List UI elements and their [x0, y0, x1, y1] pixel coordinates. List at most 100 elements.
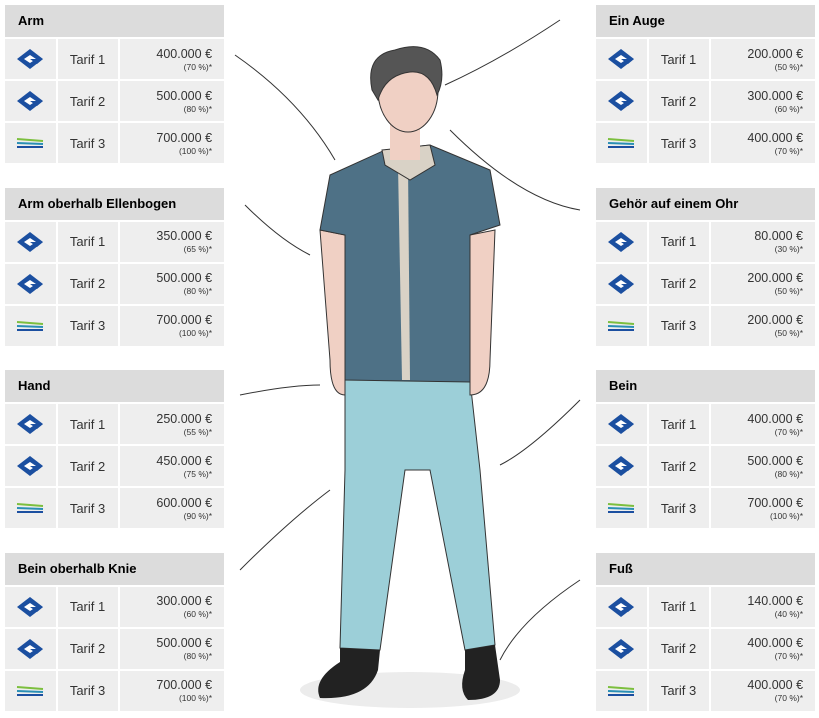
table-title: Hand: [5, 370, 224, 404]
percent: (50 %)*: [774, 61, 804, 72]
percent: (90 %)*: [183, 510, 213, 521]
tarif: Tarif 3: [648, 123, 711, 163]
tarif-logo: [17, 231, 44, 252]
table-row: Tarif 1 140.000 € (40 %)*: [596, 586, 816, 629]
amount-cell: 300.000 € (60 %)*: [119, 586, 225, 627]
table-row: Tarif 2 400.000 € (70 %)*: [596, 628, 816, 671]
amount-cell: 400.000 € (70 %)*: [710, 670, 816, 711]
tarif: Tarif 2: [648, 628, 711, 669]
logo-cell: [596, 586, 649, 627]
amount-cell: 350.000 € (65 %)*: [119, 221, 225, 262]
tarif: Tarif 1: [57, 221, 120, 262]
table-row: Tarif 2 500.000 € (80 %)*: [5, 628, 225, 671]
table-row: Tarif 2 450.000 € (75 %)*: [5, 446, 225, 488]
percent: (60 %)*: [183, 609, 213, 619]
tarif: Tarif 1: [57, 404, 120, 444]
logo-cell: [5, 488, 58, 528]
table-row: Tarif 2 500.000 € (80 %)*: [5, 263, 225, 306]
amount: 600.000 €: [156, 495, 213, 510]
tarif: Tarif 1: [648, 221, 711, 262]
logo-cell: [5, 404, 58, 444]
tarif-logo: [17, 685, 44, 696]
percent: (70 %)*: [774, 651, 804, 661]
amount-cell: 400.000 € (70 %)*: [710, 123, 816, 163]
amount: 250.000 €: [156, 411, 213, 426]
amount-cell: 700.000 € (100 %)*: [119, 305, 225, 346]
logo-cell: [5, 586, 58, 627]
tarif-logo: [608, 596, 635, 617]
amount: 500.000 €: [747, 453, 804, 468]
percent: (70 %)*: [774, 693, 804, 703]
amount-cell: 500.000 € (80 %)*: [119, 628, 225, 669]
tarif-logo: [608, 414, 635, 434]
table: Ein Auge Tarif 1 200.000 € (50 %)* Tarif 2 30…: [596, 5, 816, 165]
amount: 700.000 €: [156, 678, 213, 692]
amount-cell: 200.000 € (50 %)*: [710, 305, 816, 346]
amount: 300.000 €: [747, 88, 804, 103]
logo-cell: [596, 628, 649, 669]
tarif-logo: [608, 138, 635, 148]
tarif-logo: [608, 91, 635, 111]
amount-cell: 400.000 € (70 %)*: [710, 404, 816, 444]
percent: (80 %)*: [183, 286, 213, 296]
amount: 500.000 €: [156, 636, 213, 650]
tarif-logo: [17, 456, 44, 476]
amount-cell: 700.000 € (100 %)*: [119, 670, 225, 711]
table-row: Tarif 1 80.000 € (30 %)*: [596, 221, 816, 264]
amount: 140.000 €: [747, 594, 804, 608]
amount-cell: 500.000 € (80 %)*: [119, 81, 225, 121]
table-row: Tarif 2 500.000 € (80 %)*: [596, 446, 816, 488]
percent: (80 %)*: [774, 468, 804, 479]
table: Bein Tarif 1 400.000 € (70 %)* Tarif 2 500.00…: [596, 370, 816, 530]
amount: 400.000 €: [747, 678, 804, 692]
tarif: Tarif 2: [57, 446, 120, 486]
percent: (80 %)*: [183, 651, 213, 661]
table-row: Tarif 3 400.000 € (70 %)*: [596, 123, 816, 165]
amount-cell: 500.000 € (80 %)*: [119, 263, 225, 304]
tarif-logo: [608, 638, 635, 659]
table-row: Tarif 3 700.000 € (100 %)*: [5, 670, 225, 713]
tarif-logo: [17, 596, 44, 617]
logo-cell: [5, 628, 58, 669]
amount-cell: 400.000 € (70 %)*: [710, 628, 816, 669]
logo-cell: [5, 81, 58, 121]
tarif-logo: [17, 91, 44, 111]
amount-cell: 600.000 € (90 %)*: [119, 488, 225, 528]
tarif-logo: [17, 320, 44, 331]
tarif-logo: [608, 231, 635, 252]
amount: 700.000 €: [156, 130, 213, 145]
amount: 400.000 €: [747, 636, 804, 650]
percent: (100 %)*: [178, 693, 213, 703]
table-title: Ein Auge: [596, 5, 815, 39]
amount-cell: 250.000 € (55 %)*: [119, 404, 225, 444]
amount-cell: 700.000 € (100 %)*: [119, 123, 225, 163]
table-title: Fuß: [596, 552, 815, 587]
amount-cell: 140.000 € (40 %)*: [710, 586, 816, 627]
table-title: Gehör auf einem Ohr: [596, 187, 815, 222]
table-row: Tarif 1 400.000 € (70 %)*: [596, 404, 816, 446]
logo-cell: [5, 39, 58, 79]
logo-cell: [5, 305, 58, 346]
logo-cell: [5, 263, 58, 304]
table-row: Tarif 2 500.000 € (80 %)*: [5, 81, 225, 123]
tarif: Tarif 3: [57, 123, 120, 163]
table-title: Bein: [596, 370, 815, 404]
amount: 700.000 €: [747, 495, 804, 510]
amount: 450.000 €: [156, 453, 213, 468]
tarif-logo: [608, 273, 635, 294]
tarif: Tarif 1: [648, 586, 711, 627]
table-title: Arm: [5, 5, 224, 39]
tarif-logo: [17, 138, 44, 148]
percent: (75 %)*: [183, 468, 213, 479]
table: Gehör auf einem Ohr Tarif 1 80.000 € (30 %)…: [596, 187, 816, 348]
table: Arm Tarif 1 400.000 € (70 %)* Tarif 2 500.000…: [5, 5, 225, 165]
table-row: Tarif 1 200.000 € (50 %)*: [596, 39, 816, 81]
table-row: Tarif 3 600.000 € (90 %)*: [5, 488, 225, 530]
amount: 400.000 €: [747, 411, 804, 426]
amount-cell: 400.000 € (70 %)*: [119, 39, 225, 79]
tarif: Tarif 2: [648, 446, 711, 486]
amount: 400.000 €: [747, 130, 804, 145]
amount: 200.000 €: [747, 46, 804, 61]
logo-cell: [596, 670, 649, 711]
